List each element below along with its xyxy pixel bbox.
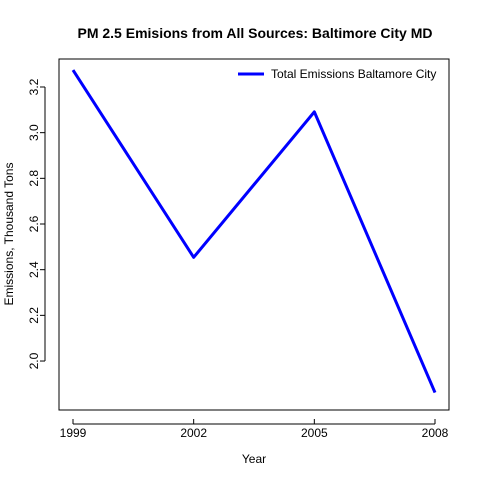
x-tick-label: 2005 — [301, 426, 328, 440]
y-tick-label: 2.2 — [27, 307, 41, 324]
x-tick-label: 2002 — [180, 426, 207, 440]
series-line — [71, 69, 437, 394]
y-tick-label: 2.0 — [27, 352, 41, 369]
y-tick-label: 3.2 — [27, 78, 41, 95]
y-tick-label: 2.6 — [27, 215, 41, 232]
y-axis: 2.0 2.2 2.4 2.6 2.8 3.0 3.2 — [27, 78, 46, 369]
y-tick-label: 2.8 — [27, 170, 41, 187]
x-axis: 1999 2002 2005 2008 — [60, 419, 449, 440]
x-tick-label: 2008 — [422, 426, 449, 440]
y-tick-label: 2.4 — [27, 261, 41, 278]
chart-title: PM 2.5 Emisions from All Sources: Baltim… — [77, 25, 432, 41]
y-axis-label: Emissions, Thousand Tons — [2, 163, 16, 306]
series-layer — [71, 69, 437, 394]
legend-label: Total Emissions Baltamore City — [271, 67, 436, 81]
y-tick-label: 3.0 — [27, 124, 41, 141]
plot-frame — [58, 58, 450, 411]
x-axis-label: Year — [242, 452, 266, 466]
legend: Total Emissions Baltamore City — [238, 67, 436, 81]
x-tick-label: 1999 — [60, 426, 87, 440]
